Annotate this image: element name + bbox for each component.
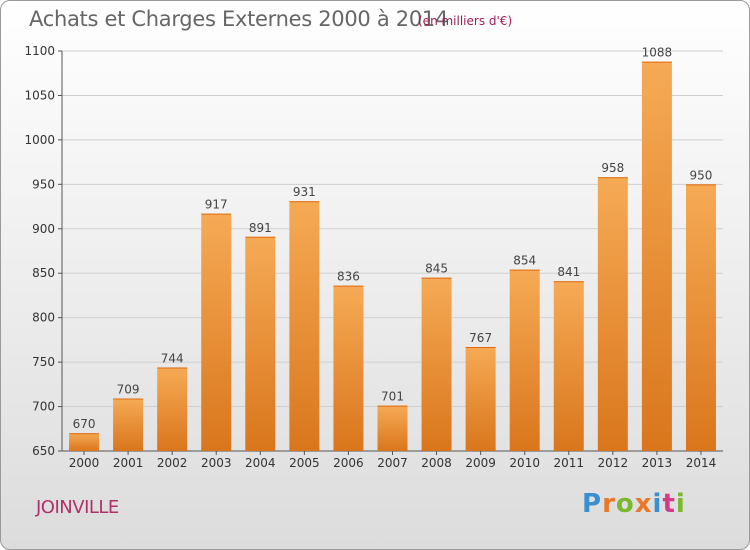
x-tick-label: 2005 xyxy=(289,456,320,470)
x-tick-label: 2001 xyxy=(113,456,144,470)
x-tick-label: 2014 xyxy=(686,456,717,470)
y-tick-label: 950 xyxy=(32,177,55,191)
x-tick-label: 2003 xyxy=(201,456,232,470)
x-tick-label: 2002 xyxy=(157,456,188,470)
y-tick-label: 650 xyxy=(32,444,55,458)
bar-value-label: 670 xyxy=(73,417,96,431)
bar-value-label: 709 xyxy=(117,383,140,397)
x-tick-label: 2007 xyxy=(377,456,408,470)
bar xyxy=(113,398,144,451)
logo-letter: r xyxy=(602,489,616,519)
bar xyxy=(157,367,188,451)
bar xyxy=(553,281,584,451)
bar-value-label: 1088 xyxy=(642,46,673,60)
x-tick-label: 2012 xyxy=(598,456,629,470)
bar xyxy=(245,236,276,451)
bar xyxy=(685,184,716,452)
bar xyxy=(333,285,364,451)
bar xyxy=(201,213,232,451)
bar xyxy=(69,433,100,451)
x-tick-label: 2004 xyxy=(245,456,276,470)
bar-value-label: 845 xyxy=(425,262,448,276)
bar xyxy=(641,61,672,452)
bar xyxy=(465,347,496,451)
y-tick-label: 900 xyxy=(32,222,55,236)
x-tick-label: 2006 xyxy=(333,456,364,470)
bar-value-label: 931 xyxy=(293,185,316,199)
bar xyxy=(421,277,452,451)
bar-value-label: 841 xyxy=(557,265,580,279)
bar-value-label: 836 xyxy=(337,270,360,284)
logo-letter: i xyxy=(675,489,686,519)
y-tick-label: 800 xyxy=(32,311,55,325)
x-tick-labels: 2000 2001 2002 2003 2004 2005 2006 2007 2008 2009… xyxy=(69,451,716,470)
logo-letter: t xyxy=(662,489,676,519)
bar-labels: 670 709 744 917 891 931 836 701 845 767 854 841 958 1… xyxy=(73,46,713,432)
bar-value-label: 701 xyxy=(381,390,404,404)
x-tick-label: 2010 xyxy=(509,456,540,470)
y-tick-label: 850 xyxy=(32,266,55,280)
y-tick-label: 1100 xyxy=(24,44,55,58)
bar-value-label: 917 xyxy=(205,198,228,212)
commune-name: JOINVILLE xyxy=(36,497,119,518)
logo-letter: i xyxy=(652,489,663,519)
x-tick-label: 2009 xyxy=(465,456,496,470)
y-tick-label: 1050 xyxy=(24,88,55,102)
bar xyxy=(377,405,408,451)
y-tick-label: 750 xyxy=(32,355,55,369)
y-tick-label: 1000 xyxy=(24,133,55,147)
bar-value-label: 891 xyxy=(249,221,272,235)
x-tick-label: 2013 xyxy=(642,456,673,470)
bar xyxy=(289,201,320,451)
proxiti-logo: Proxiti xyxy=(582,489,686,519)
bar-value-label: 767 xyxy=(469,331,492,345)
bar xyxy=(597,177,628,451)
y-tick-label: 700 xyxy=(32,400,55,414)
bar-value-label: 744 xyxy=(161,351,184,365)
bar-value-label: 854 xyxy=(513,254,536,268)
x-tick-label: 2000 xyxy=(69,456,100,470)
bar xyxy=(509,269,540,451)
bars xyxy=(69,61,716,452)
chart-subtitle: (en milliers d'€) xyxy=(418,14,513,28)
bar-value-label: 958 xyxy=(601,161,624,175)
bar-value-label: 950 xyxy=(690,168,713,182)
logo-letter: x xyxy=(634,489,653,519)
logo-letter: P xyxy=(582,489,603,519)
x-tick-label: 2011 xyxy=(553,456,584,470)
logo-letter: o xyxy=(615,489,635,519)
chart-title: Achats et Charges Externes 2000 à 2014 xyxy=(29,7,449,31)
y-tick-labels: 650 700 750 800 850 900 950 1000 1050 1100 xyxy=(24,44,55,458)
x-tick-label: 2008 xyxy=(421,456,452,470)
